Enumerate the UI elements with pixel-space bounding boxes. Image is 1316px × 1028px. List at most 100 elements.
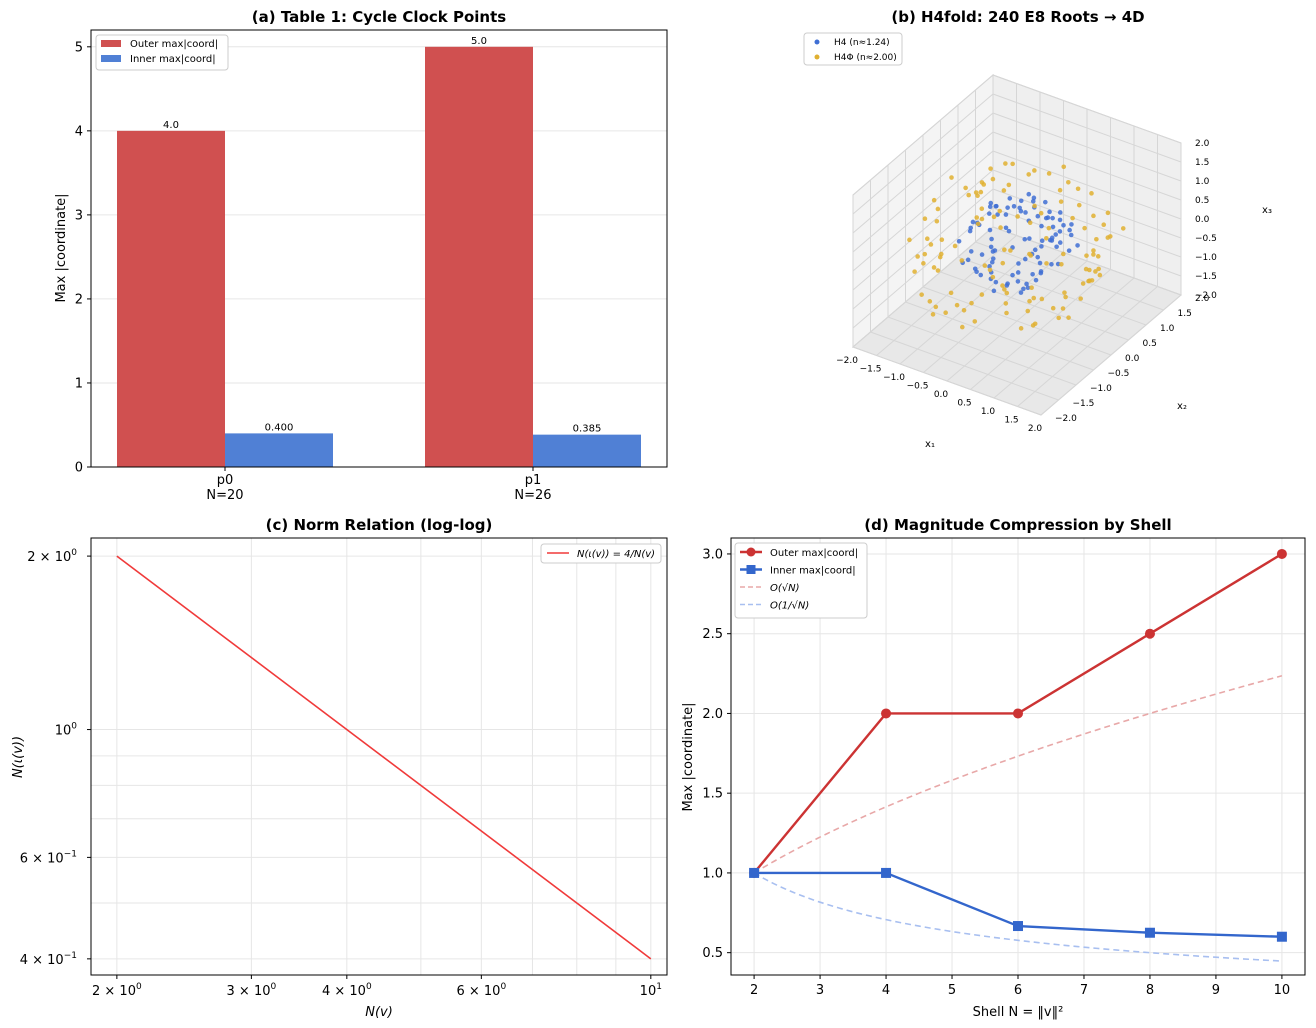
x-tick-label-line: N=20: [206, 488, 243, 503]
x3-tick-label: −2.0: [1195, 291, 1217, 301]
data-label: 5.0: [471, 36, 487, 47]
panel-c-x-axis-label: N(v): [365, 1005, 393, 1020]
legend-box: [95, 34, 229, 71]
tick-base: 2 × 10: [27, 550, 71, 565]
data-point: [1015, 270, 1021, 275]
x1-tick-label: −0.5: [907, 382, 929, 392]
data-point: [1061, 222, 1066, 228]
data-point: [1011, 204, 1017, 209]
data-point: [1025, 308, 1031, 314]
x2-tick-label: 0.0: [1125, 354, 1140, 364]
data-point: [986, 211, 992, 216]
data-point: [1120, 226, 1126, 231]
x-tick-label: p0 N=20: [206, 473, 243, 503]
data-point: [982, 263, 988, 268]
data-point: [972, 319, 978, 324]
data-point: [1084, 253, 1089, 258]
x3-tick-label: 0.0: [1195, 215, 1210, 225]
data-point: [989, 259, 995, 265]
data-point: [1007, 196, 1013, 201]
panel-c-y-axis-label: N(ι(v)): [11, 736, 26, 778]
data-point: [1031, 195, 1037, 201]
legend-label: Inner max|coord|: [130, 54, 216, 65]
y-tick-label: 5: [75, 40, 83, 55]
x-tick-label: 6: [1014, 983, 1022, 998]
x-tick-label: 4 × 100: [322, 982, 372, 999]
data-point: [1000, 260, 1006, 266]
data-point: [1063, 294, 1068, 300]
x1-tick-label: 1.5: [1004, 416, 1018, 426]
data-point: [960, 324, 965, 330]
data-point: [1013, 921, 1023, 932]
legend-box: [803, 32, 903, 66]
legend-marker: [746, 565, 756, 574]
panel-b-x1-label: x₁: [925, 439, 935, 450]
grid-line: [992, 131, 1182, 201]
data-point: [1082, 225, 1087, 231]
x-tick-label: 8: [1146, 983, 1154, 998]
x-tick-label: 2 × 100: [92, 982, 142, 999]
data-point: [1091, 248, 1096, 253]
x-tick-label: 7: [1080, 983, 1088, 998]
data-point: [1031, 295, 1037, 301]
data-point: [1050, 305, 1056, 311]
data-point: [1030, 323, 1036, 328]
data-point: [1027, 251, 1032, 257]
data-point: [1276, 548, 1287, 559]
data-point: [934, 218, 940, 224]
data-point: [1003, 161, 1008, 166]
data-point: [948, 290, 954, 296]
panel-d-axes: 2 3 4 5 6 7 8 9 10 0.5 1.0 1.5 2.0 2.5 3.0: [702, 537, 1306, 998]
data-point: [963, 185, 968, 191]
data-point: [991, 288, 997, 294]
panel-a-legend: Outer max|coord| Inner max|coord|: [95, 34, 229, 71]
data-point: [907, 237, 912, 243]
y-tick-label: 1: [75, 376, 83, 391]
data-point: [979, 216, 985, 222]
data-point: [990, 256, 996, 261]
data-point: [1076, 202, 1082, 208]
data-point: [1027, 298, 1032, 304]
legend-label: Outer max|coord|: [130, 39, 218, 50]
data-point: [1032, 203, 1037, 209]
data-point: [1046, 171, 1052, 176]
data-point: [1056, 315, 1062, 321]
data-point: [1054, 244, 1059, 250]
series-line: [116, 555, 652, 960]
x-tick-label: p1 N=26: [514, 473, 551, 503]
bar: [425, 46, 533, 468]
data-point: [1018, 198, 1024, 204]
data-point: [1000, 283, 1005, 288]
grid-line: [993, 277, 1135, 399]
x2-tick-label: 0.5: [1143, 339, 1157, 349]
data-point: [1033, 277, 1039, 283]
data-point: [749, 867, 760, 878]
legend-box: [540, 543, 662, 564]
data-point: [959, 258, 965, 263]
data-point: [930, 312, 936, 317]
data-point: [1023, 210, 1028, 215]
data-point: [1039, 223, 1044, 229]
data-point: [987, 227, 993, 233]
x1-tick-label: 1.0: [981, 407, 996, 417]
x-tick-label-line: p0: [217, 473, 234, 488]
data-point: [1039, 296, 1045, 302]
x2-tick-label: −1.0: [1090, 384, 1112, 394]
y-tick-label: 0: [75, 461, 83, 476]
data-point: [949, 175, 954, 180]
data-point: [1025, 285, 1031, 291]
data-point: [1075, 243, 1080, 248]
x-tick-label: 101: [640, 982, 662, 999]
x1-tick-label: 2.0: [1028, 424, 1043, 434]
legend-swatch: [101, 55, 121, 62]
data-point: [1003, 212, 1009, 217]
panel-a-axes: 0 1 2 3 4 5 p0 N=20 p1 N=26: [75, 29, 668, 503]
data-point: [1016, 261, 1021, 266]
data-point: [1087, 278, 1092, 284]
data-point: [1094, 236, 1099, 242]
panel-c-legend: N(ι(v)) = 4/N(v): [540, 543, 662, 564]
data-point: [931, 197, 937, 203]
data-point: [1089, 191, 1094, 196]
data-point: [935, 268, 941, 273]
data-point: [1008, 248, 1013, 253]
